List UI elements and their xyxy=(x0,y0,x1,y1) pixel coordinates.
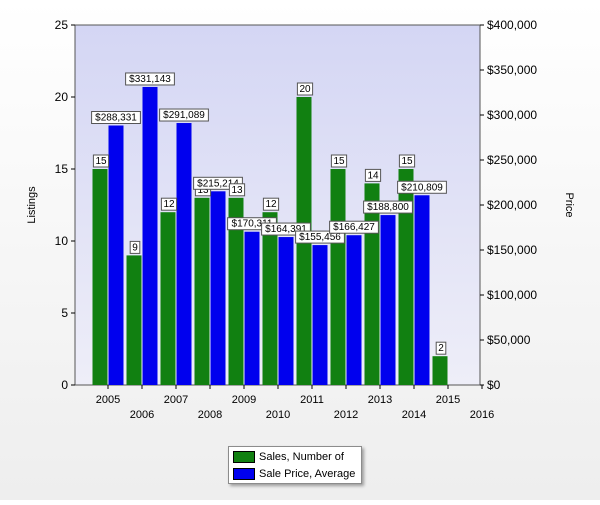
legend-label-price: Sale Price, Average xyxy=(259,468,356,480)
y2-tick-label: $350,000 xyxy=(487,63,537,77)
data-label-sales-2007: 12 xyxy=(160,197,178,211)
y2-tick-label: $400,000 xyxy=(487,18,537,32)
y2-tick-label: $250,000 xyxy=(487,153,537,167)
data-label-price-2011: $155,456 xyxy=(295,230,345,244)
bar-sales-2006 xyxy=(126,255,142,385)
y2-tick-label: $100,000 xyxy=(487,288,537,302)
bar-price-2006 xyxy=(142,86,158,385)
svg-text:$155,456: $155,456 xyxy=(299,232,341,243)
data-label-price-2013: $188,800 xyxy=(363,200,413,214)
y-tick-label: 15 xyxy=(55,162,69,176)
data-label-price-2007: $291,089 xyxy=(159,108,209,122)
data-label-sales-2015: 2 xyxy=(435,341,447,355)
y2-tick-label: $300,000 xyxy=(487,108,537,122)
y-tick-label: 25 xyxy=(55,18,69,32)
x-tick-label-2006: 2006 xyxy=(130,409,154,421)
svg-text:$288,331: $288,331 xyxy=(95,113,137,124)
svg-text:15: 15 xyxy=(95,156,107,167)
x-tick-label-2011: 2011 xyxy=(300,394,324,406)
axes-layer: 0 5 10 15 20 25 $0 $50,000 $100,000 $150,000 $200,… xyxy=(55,18,538,421)
data-label-sales-2012: 15 xyxy=(330,154,348,168)
legend: Sales, Number of Sale Price, Average xyxy=(228,446,362,484)
x-tick-label-2005: 2005 xyxy=(96,394,120,406)
y2-tick-label: $50,000 xyxy=(487,333,531,347)
y2-tick-label: $150,000 xyxy=(487,243,537,257)
bar-price-2009 xyxy=(244,231,260,385)
svg-text:12: 12 xyxy=(265,199,277,210)
data-label-sales-2011: 20 xyxy=(296,82,314,96)
y2-axis-title: Price xyxy=(563,192,575,217)
data-label-sales-2009: 13 xyxy=(228,183,246,197)
svg-text:$215,214: $215,214 xyxy=(197,178,239,189)
y-axis-title: Listings xyxy=(26,186,38,224)
y2-tick-label: $200,000 xyxy=(487,198,537,212)
y-tick-label: 20 xyxy=(55,90,69,104)
bar-sales-2014 xyxy=(398,169,414,385)
x-tick-label-2012: 2012 xyxy=(334,409,358,421)
x-tick-label-2016: 2016 xyxy=(470,409,494,421)
data-label-sales-2010: 12 xyxy=(262,197,280,211)
svg-text:12: 12 xyxy=(163,199,175,210)
data-label-sales-2006: 9 xyxy=(129,240,141,254)
x-tick-label-2010: 2010 xyxy=(266,409,290,421)
x-tick-label-2007: 2007 xyxy=(164,394,188,406)
data-label-sales-2013: 14 xyxy=(364,168,382,182)
bar-price-2007 xyxy=(176,123,192,385)
svg-text:2: 2 xyxy=(438,343,444,354)
svg-text:$166,427: $166,427 xyxy=(333,222,375,233)
bar-price-2013 xyxy=(380,215,396,385)
bar-sales-2007 xyxy=(160,212,176,385)
svg-text:9: 9 xyxy=(132,242,138,253)
bar-sales-2005 xyxy=(92,169,108,385)
svg-text:13: 13 xyxy=(231,185,243,196)
legend-item-sales: Sales, Number of xyxy=(233,450,361,464)
bar-sales-2015 xyxy=(432,356,448,385)
data-label-sales-2005: 15 xyxy=(92,154,110,168)
svg-text:$210,809: $210,809 xyxy=(401,182,443,193)
data-label-price-2012: $166,427 xyxy=(329,220,379,234)
data-label-price-2005: $288,331 xyxy=(91,111,141,125)
bar-sales-2009 xyxy=(228,197,244,385)
svg-text:$164,391: $164,391 xyxy=(265,224,307,235)
svg-text:$291,089: $291,089 xyxy=(163,110,205,121)
legend-swatch-price xyxy=(233,468,255,480)
data-label-sales-2014: 15 xyxy=(398,154,416,168)
svg-text:$331,143: $331,143 xyxy=(129,74,171,85)
x-tick-label-2008: 2008 xyxy=(198,409,222,421)
x-tick-label-2009: 2009 xyxy=(232,394,256,406)
legend-item-price: Sale Price, Average xyxy=(233,467,361,481)
legend-label-sales: Sales, Number of xyxy=(259,451,344,463)
bar-price-2011 xyxy=(312,245,328,385)
data-labels-layer: 15$288,3319$331,14312$291,08913$215,2141… xyxy=(91,72,447,355)
svg-text:$170,311: $170,311 xyxy=(232,219,273,230)
bar-sales-2008 xyxy=(194,197,210,385)
y2-tick-label: $0 xyxy=(487,378,501,392)
svg-text:$188,800: $188,800 xyxy=(367,202,409,213)
x-tick-label-2014: 2014 xyxy=(402,409,426,421)
bar-price-2005 xyxy=(108,125,124,385)
bar-sales-2013 xyxy=(364,183,380,385)
bar-price-2014 xyxy=(414,195,430,385)
legend-swatch-sales xyxy=(233,451,255,463)
bar-sales-2012 xyxy=(330,169,346,385)
data-label-price-2006: $331,143 xyxy=(125,72,175,86)
bar-price-2012 xyxy=(346,235,362,385)
svg-text:15: 15 xyxy=(401,156,413,167)
svg-text:14: 14 xyxy=(367,170,379,181)
y-tick-label: 10 xyxy=(55,234,69,248)
svg-text:13: 13 xyxy=(197,185,209,196)
bar-price-2010 xyxy=(278,237,294,385)
x-tick-label-2013: 2013 xyxy=(368,394,392,406)
y-tick-label: 5 xyxy=(61,306,68,320)
y-tick-label: 0 xyxy=(61,378,68,392)
bar-sales-2010 xyxy=(262,212,278,385)
x-tick-label-2015: 2015 xyxy=(436,394,460,406)
svg-text:20: 20 xyxy=(299,84,311,95)
svg-text:15: 15 xyxy=(333,156,345,167)
bar-price-2008 xyxy=(210,191,226,385)
data-label-price-2014: $210,809 xyxy=(397,180,447,194)
